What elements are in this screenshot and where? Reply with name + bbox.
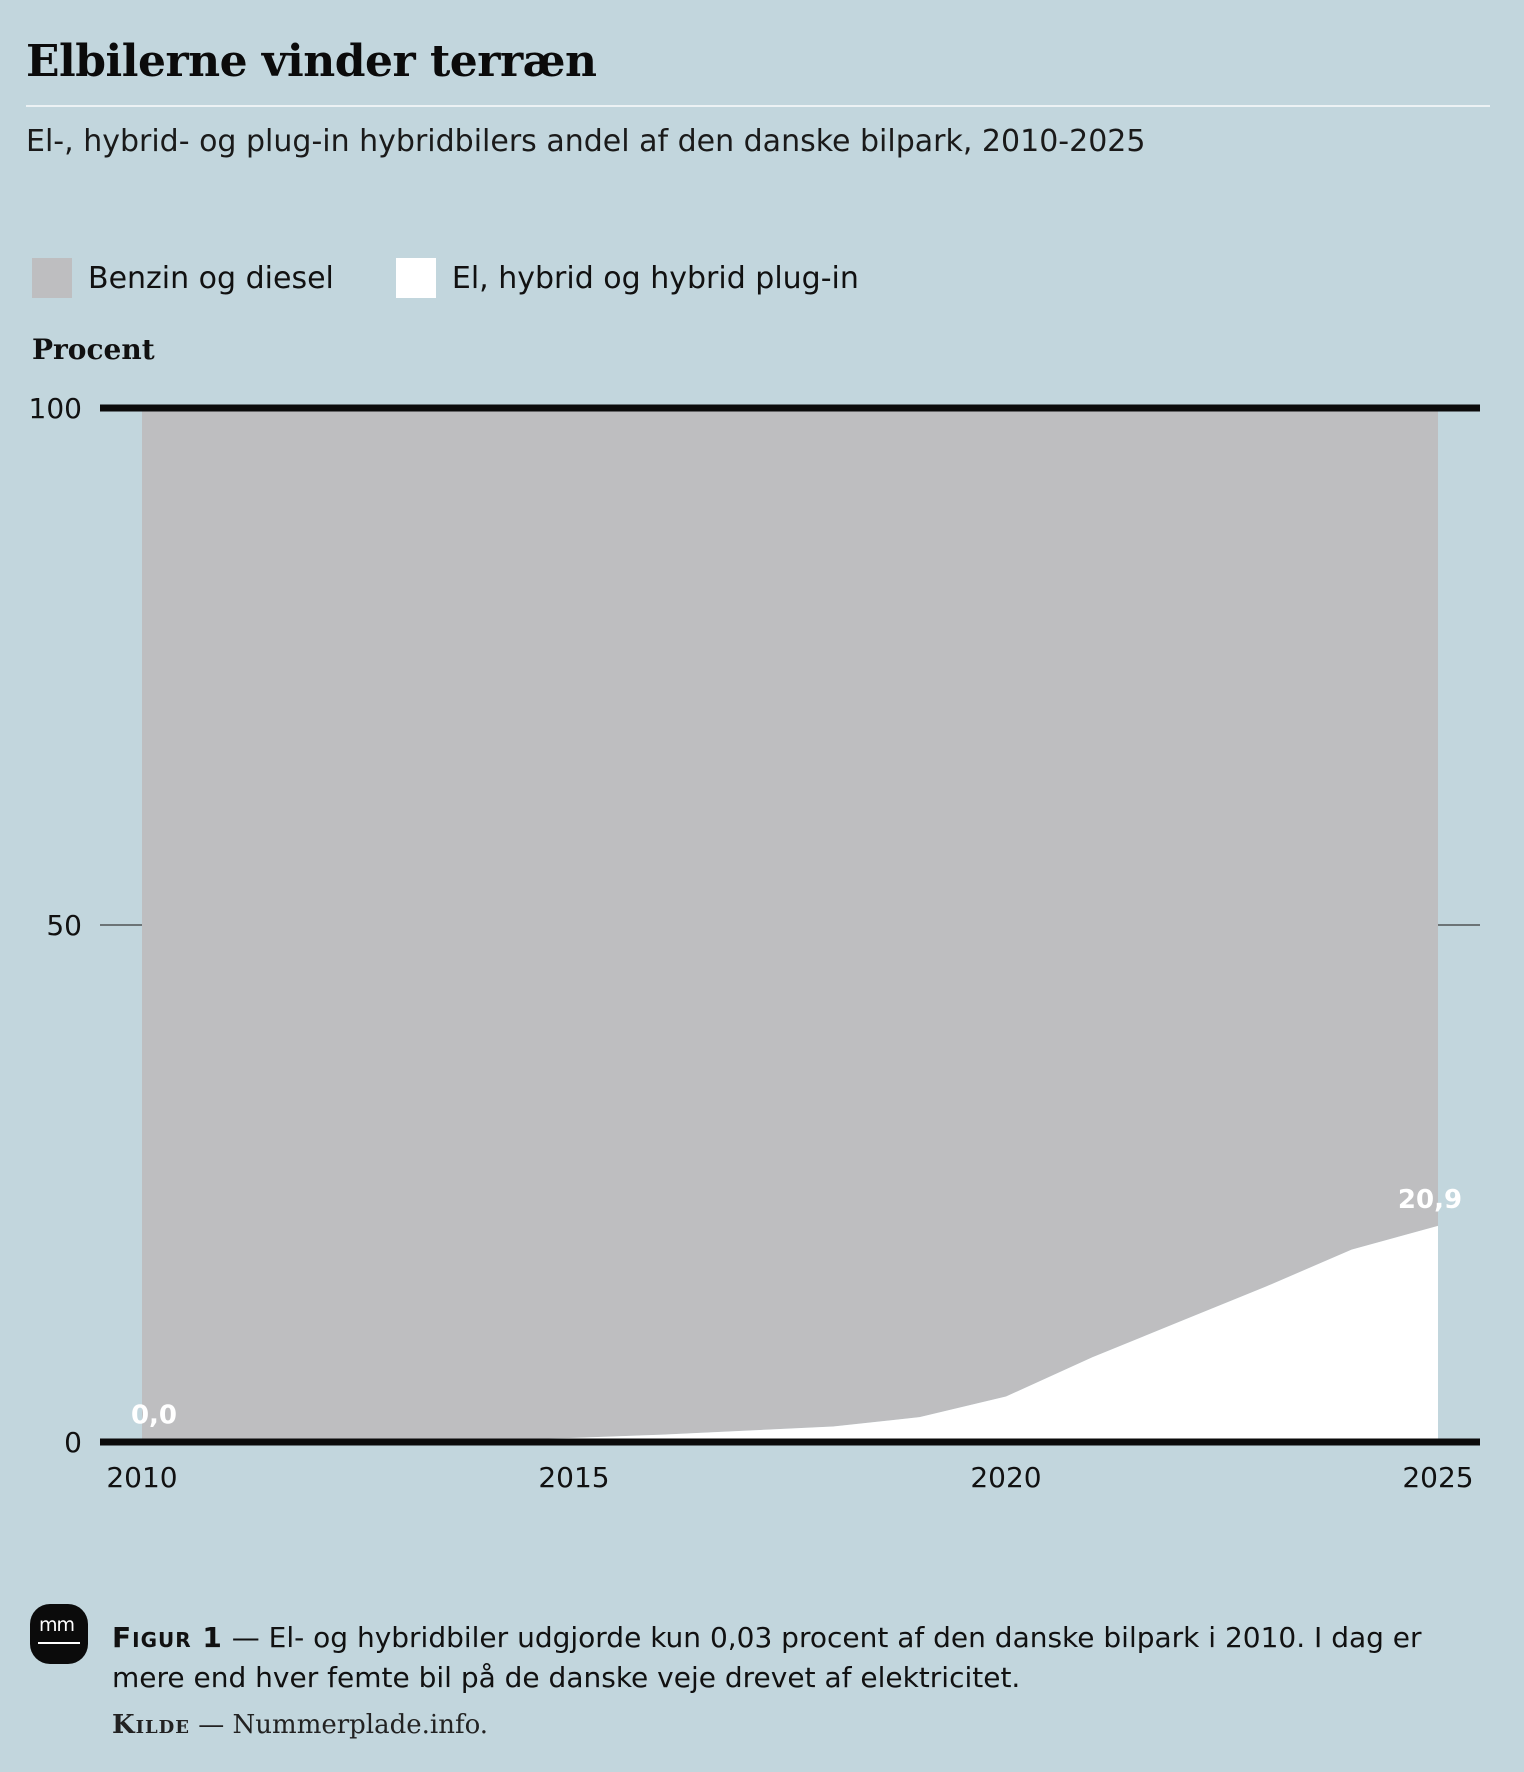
figure-caption: Figur 1 — El- og hybridbiler udgjorde ku… (112, 1618, 1492, 1698)
legend-item-el: El, hybrid og hybrid plug-in (395, 258, 859, 298)
logo-text: mm (39, 1614, 75, 1636)
y-tick-label-50: 50 (46, 909, 82, 942)
y-tick-label-100: 100 (29, 392, 82, 425)
data-label-2025: 20,9 (1398, 1185, 1462, 1215)
y-axis-label: Procent (32, 333, 155, 366)
data-label-2010: 0,0 (131, 1401, 177, 1431)
legend-swatch-benzin (32, 258, 72, 298)
logo-underline (38, 1642, 80, 1644)
logo: mm (30, 1604, 88, 1664)
source-label: Kilde (112, 1710, 191, 1740)
legend-label-el: El, hybrid og hybrid plug-in (451, 260, 859, 296)
area-benzin-diesel (142, 408, 1438, 1442)
legend-item-benzin: Benzin og diesel (32, 258, 334, 298)
source-text: — Nummerplade.info. (198, 1710, 489, 1740)
x-tick-label-2015: 2015 (538, 1461, 609, 1494)
x-tick-label-2025: 2025 (1402, 1461, 1473, 1494)
x-tick-label-2010: 2010 (106, 1461, 177, 1494)
chart-subtitle: El-, hybrid- og plug-in hybridbilers and… (26, 124, 1146, 159)
x-tick-label-2020: 2020 (970, 1461, 1041, 1494)
figure-text: — El- og hybridbiler udgjorde kun 0,03 p… (112, 1621, 1422, 1694)
legend-swatch-el (395, 258, 436, 298)
legend: Benzin og diesel El, hybrid og hybrid pl… (32, 258, 921, 298)
area-el-hybrid (142, 1225, 1438, 1442)
chart-title: Elbilerne vinder terræn (26, 36, 597, 87)
y-tick-label-0: 0 (64, 1426, 82, 1459)
source-line: Kilde — Nummerplade.info. (112, 1710, 488, 1740)
legend-label-benzin: Benzin og diesel (88, 260, 334, 296)
title-divider (26, 105, 1490, 107)
figure-label: Figur 1 (112, 1621, 223, 1654)
